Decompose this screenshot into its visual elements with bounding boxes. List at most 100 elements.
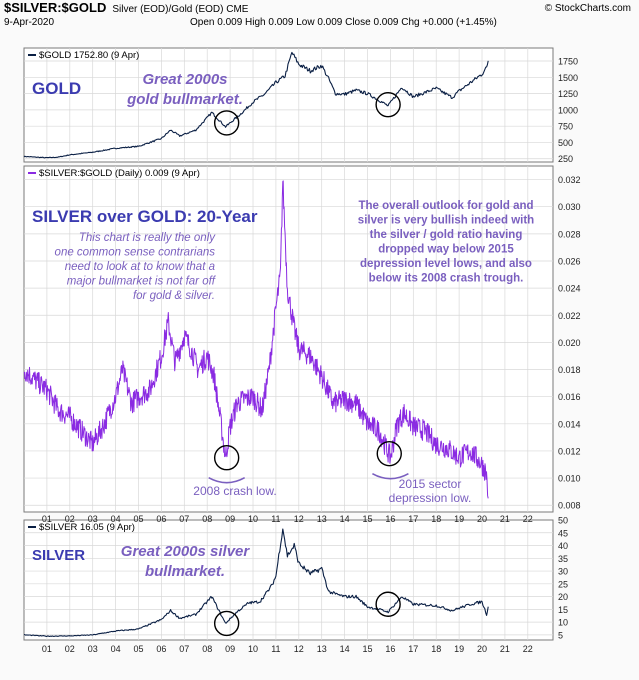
x-tick-label: 16 (385, 514, 395, 524)
x-tick-label: 16 (385, 644, 395, 654)
smile-arc-2015 (372, 472, 409, 480)
x-tick-label: 06 (156, 514, 166, 524)
y-tick-label: 50 (558, 516, 568, 526)
y-tick-label: 0.010 (558, 474, 581, 484)
x-tick-label: 09 (225, 514, 235, 524)
ratio-annotation-right-line: below its 2008 crash trough. (369, 273, 524, 285)
x-tick-label: 05 (133, 514, 143, 524)
y-tick-label: 500 (558, 138, 573, 148)
brand-label: © StockCharts.com (544, 3, 631, 14)
y-tick-label: 0.028 (558, 229, 581, 239)
ratio-annotation-right-line: dropped way below 2015 (378, 244, 514, 256)
ratio-annotation-right-line: The overall outlook for gold and (358, 200, 533, 212)
brand-name: StockCharts.com (554, 3, 631, 14)
y-tick-label: 40 (558, 541, 568, 551)
x-tick-label: 08 (202, 514, 212, 524)
smile-arc-2008 (208, 477, 246, 484)
y-tick-label: 0.008 (558, 501, 581, 511)
ratio-annotation-right-line: the silver / gold ratio having (370, 229, 523, 241)
x-tick-label: 17 (408, 644, 418, 654)
gold-annotation-line2: gold bullmarket. (126, 91, 243, 108)
y-tick-label: 0.024 (558, 284, 581, 294)
x-tick-label: 19 (454, 644, 464, 654)
ratio-annotation-left-line: one common sense contrarians (55, 247, 216, 259)
x-tick-label: 13 (317, 644, 327, 654)
x-tick-label: 12 (294, 644, 304, 654)
x-tick-label: 18 (431, 514, 441, 524)
x-tick-label: 07 (179, 514, 189, 524)
label-2008-crash-low: 2008 crash low. (193, 484, 276, 498)
chart-description: Silver (EOD)/Gold (EOD) CME (112, 4, 249, 15)
y-tick-label: 1750 (558, 57, 578, 67)
x-tick-label: 15 (362, 514, 372, 524)
panel-silver: 5 10 15 20 25 30 35 40 45 50 $SILVER 16.05 (9 Apr) (23, 516, 568, 641)
y-tick-label: 20 (558, 592, 568, 602)
label-2015-depression-low: 2015 sector (399, 477, 462, 491)
silver-annotation-line1: Great 2000s silver (121, 543, 251, 560)
series-line-ratio (23, 180, 489, 499)
x-tick-label: 03 (88, 644, 98, 654)
y-tick-label: 0.032 (558, 175, 581, 185)
x-tick-label: 18 (431, 644, 441, 654)
y-tick-label: 0.016 (558, 392, 581, 402)
y-tick-label: 30 (558, 567, 568, 577)
y-tick-label: 45 (558, 528, 568, 538)
x-tick-label: 20 (477, 644, 487, 654)
panel-silver-frame (23, 519, 554, 641)
y-tick-label: 0.020 (558, 338, 581, 348)
x-tick-label: 19 (454, 514, 464, 524)
ratio-annotation-left-line: This chart is really the only (79, 232, 216, 244)
ohlc-readout: Open 0.009 High 0.009 Low 0.009 Close 0.… (190, 17, 497, 28)
panel-gold: 250 500 750 1000 1250 1500 1750 $GOLD 1752.80 (… (23, 47, 578, 164)
x-tick-label: 02 (65, 644, 75, 654)
y-tick-label: 0.018 (558, 365, 581, 375)
ratio-annotation-right-line: silver is very bullish indeed with (358, 215, 534, 227)
x-tick-label: 20 (477, 514, 487, 524)
x-tick-label: 21 (500, 644, 510, 654)
x-tick-label: 11 (271, 514, 280, 524)
x-tick-label: 17 (408, 514, 418, 524)
highlight-circle-silver-2008 (213, 610, 240, 637)
panel-ratio-frame (23, 165, 554, 513)
x-tick-label: 22 (523, 514, 533, 524)
x-tick-label: 10 (248, 514, 258, 524)
x-tick-label: 12 (294, 514, 304, 524)
x-tick-label: 14 (340, 514, 350, 524)
y-tick-label: 0.012 (558, 446, 581, 456)
x-tick-label: 01 (42, 514, 52, 524)
legend-label: $SILVER 16.05 (9 Apr) (39, 522, 135, 533)
ratio-panel-title: SILVER over GOLD: 20-Year (32, 207, 258, 226)
x-tick-label: 08 (202, 644, 212, 654)
y-tick-label: 0.026 (558, 256, 581, 266)
x-tick-label: 10 (248, 644, 258, 654)
x-tick-label: 01 (42, 644, 52, 654)
gold-panel-title: GOLD (32, 79, 81, 98)
highlight-circle-gold-2015 (375, 91, 401, 118)
x-tick-label: 04 (111, 514, 121, 524)
highlight-circle-ratio-2008 (213, 445, 240, 471)
y-tick-label: 1250 (558, 89, 578, 99)
y-tick-label: 10 (558, 618, 568, 628)
chart-date: 9-Apr-2020 (4, 17, 55, 28)
legend-label: $SILVER:$GOLD (Daily) 0.009 (9 Apr) (39, 168, 200, 179)
y-tick-label: 5 (558, 630, 563, 640)
x-tick-label: 06 (156, 644, 166, 654)
y-tick-label: 0.030 (558, 202, 581, 212)
y-tick-label: 1000 (558, 105, 578, 115)
x-tick-label: 07 (179, 644, 189, 654)
y-tick-label: 1500 (558, 73, 578, 83)
silver-annotation-line2: bullmarket. (145, 563, 225, 580)
gold-annotation-line1: Great 2000s (142, 71, 227, 88)
legend-label: $GOLD 1752.80 (9 Apr) (39, 50, 139, 61)
x-tick-label: 03 (88, 514, 98, 524)
series-line-gold (23, 51, 489, 159)
label-2015-depression-low: depression low. (389, 491, 472, 505)
y-tick-label: 0.014 (558, 419, 581, 429)
y-tick-label: 0.022 (558, 311, 581, 321)
x-tick-label: 02 (65, 514, 75, 524)
x-tick-label: 15 (362, 644, 372, 654)
ratio-annotation-right-line: depression level lows, and also (360, 258, 532, 270)
chart-symbol: $SILVER:$GOLD (4, 0, 107, 15)
